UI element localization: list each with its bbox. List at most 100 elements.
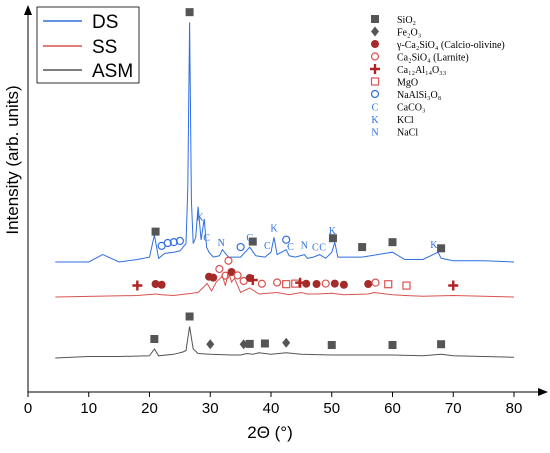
- sio2-marker: [388, 341, 397, 349]
- phase-legend-label: NaAlSi₃O₈: [397, 90, 442, 101]
- letter-marker-k: K: [196, 213, 204, 224]
- sio2-marker: [371, 15, 379, 23]
- sio2-marker: [328, 234, 337, 243]
- sio2-marker: [327, 341, 336, 349]
- letter-marker-c: C: [287, 242, 294, 253]
- phase-legend-label: NaCl: [397, 128, 418, 139]
- sio2-marker: [150, 335, 159, 343]
- mgo-marker: [384, 280, 393, 289]
- mgo-marker: [282, 280, 291, 289]
- x-axis-title: 2Θ (°): [247, 423, 293, 442]
- phase-legend-label: Ca₂SiO₄ (Larnite): [397, 53, 469, 64]
- x-tick-label: 70: [445, 400, 462, 417]
- phase-legend-label: SiO₂: [397, 15, 416, 26]
- letter-marker-k: K: [371, 115, 379, 126]
- calcio-olivine-marker: [371, 40, 379, 48]
- larnite-marker: [371, 278, 380, 287]
- sio2-marker: [245, 339, 254, 348]
- phase-legend-label: CaCO₃: [397, 103, 426, 114]
- larnite-marker: [321, 279, 330, 288]
- letter-marker-k: K: [270, 223, 278, 234]
- fe2o3-marker: [206, 339, 215, 350]
- series-legend-label-asm: ASM: [92, 61, 133, 82]
- albite-marker: [236, 242, 245, 252]
- phase-legend-label: KCl: [397, 115, 414, 126]
- x-tick-label: 10: [80, 400, 97, 417]
- albite-marker: [370, 89, 380, 99]
- albite-marker: [175, 236, 184, 246]
- mayenite-marker: [370, 64, 380, 74]
- calcio-olivine-marker: [227, 268, 236, 276]
- axes: [24, 5, 548, 396]
- mayenite-marker: [247, 275, 258, 285]
- sio2-marker: [437, 340, 446, 349]
- mayenite-marker: [448, 280, 459, 291]
- x-tick-label: 20: [141, 400, 158, 417]
- mayenite-marker: [132, 280, 143, 291]
- sio2-marker: [185, 312, 194, 321]
- letter-marker-c: C: [246, 233, 253, 244]
- albite-marker: [282, 235, 291, 244]
- x-tick-label: 40: [263, 400, 280, 417]
- x-tick-label: 30: [202, 400, 219, 417]
- series-line-asm: [55, 326, 515, 359]
- albite-marker: [163, 238, 172, 248]
- larnite-marker: [272, 278, 282, 287]
- letter-marker-c: C: [372, 103, 379, 114]
- letter-marker-c: C: [312, 242, 319, 253]
- x-axis-arrow: [538, 388, 548, 396]
- x-tick-label: 60: [384, 400, 401, 417]
- letter-marker-c: C: [203, 233, 210, 244]
- x-tick-label: 0: [24, 400, 32, 417]
- series-line-ss: [55, 270, 515, 298]
- series-legend: DS SS ASM: [36, 6, 140, 84]
- y-axis-arrow: [24, 5, 32, 15]
- sio2-marker: [260, 339, 269, 348]
- calcio-olivine-marker: [302, 279, 311, 288]
- letter-marker-n: N: [218, 238, 225, 249]
- calcio-olivine-marker: [364, 280, 373, 288]
- larnite-marker: [224, 256, 233, 265]
- x-ticks: 0 10 20 30 40 50 60 70 80: [24, 392, 523, 417]
- larnite-marker: [215, 264, 224, 274]
- letter-marker-k: K: [430, 240, 438, 251]
- larnite-marker: [221, 271, 230, 280]
- calcio-olivine-marker: [312, 280, 321, 288]
- fe2o3-marker: [239, 339, 248, 350]
- larnite-marker: [370, 52, 380, 61]
- series-group: [55, 22, 515, 359]
- x-tick-label: 80: [506, 400, 523, 417]
- sio2-marker: [358, 243, 367, 252]
- phase-legend-label: Fe₂O₃: [397, 28, 421, 39]
- series-line-ds: [55, 22, 515, 263]
- calcio-olivine-marker: [157, 280, 166, 289]
- calcio-olivine-marker: [209, 273, 218, 282]
- phase-legend-label: MgO: [397, 78, 418, 89]
- letter-marker-c: C: [264, 241, 271, 252]
- sio2-marker: [437, 244, 446, 253]
- sio2-marker: [248, 237, 257, 246]
- fe2o3-marker: [371, 26, 379, 37]
- sio2-marker: [185, 8, 194, 17]
- mgo-marker: [402, 281, 411, 290]
- calcio-olivine-marker: [151, 280, 160, 288]
- sio2-marker: [151, 227, 160, 236]
- x-tick-label: 50: [323, 400, 340, 417]
- phase-legend-label: Ca₁₂Al₁₄O₃₃: [397, 65, 446, 76]
- mgo-marker: [370, 77, 380, 86]
- letter-marker-c: C: [319, 242, 326, 253]
- series-legend-label-ds: DS: [92, 12, 118, 33]
- sio2-marker: [388, 238, 397, 247]
- y-axis-title: Intensity (arb. units): [3, 85, 22, 234]
- calcio-olivine-marker: [330, 279, 339, 288]
- letter-marker-k: K: [329, 226, 337, 237]
- letter-marker-n: N: [371, 128, 378, 139]
- phase-legend-label: γ-Ca₂SiO₄ (Calcio-olivine): [396, 40, 505, 51]
- fe2o3-marker: [282, 337, 291, 348]
- albite-marker: [169, 238, 178, 247]
- larnite-marker: [233, 271, 242, 280]
- calcio-olivine-marker: [339, 280, 348, 289]
